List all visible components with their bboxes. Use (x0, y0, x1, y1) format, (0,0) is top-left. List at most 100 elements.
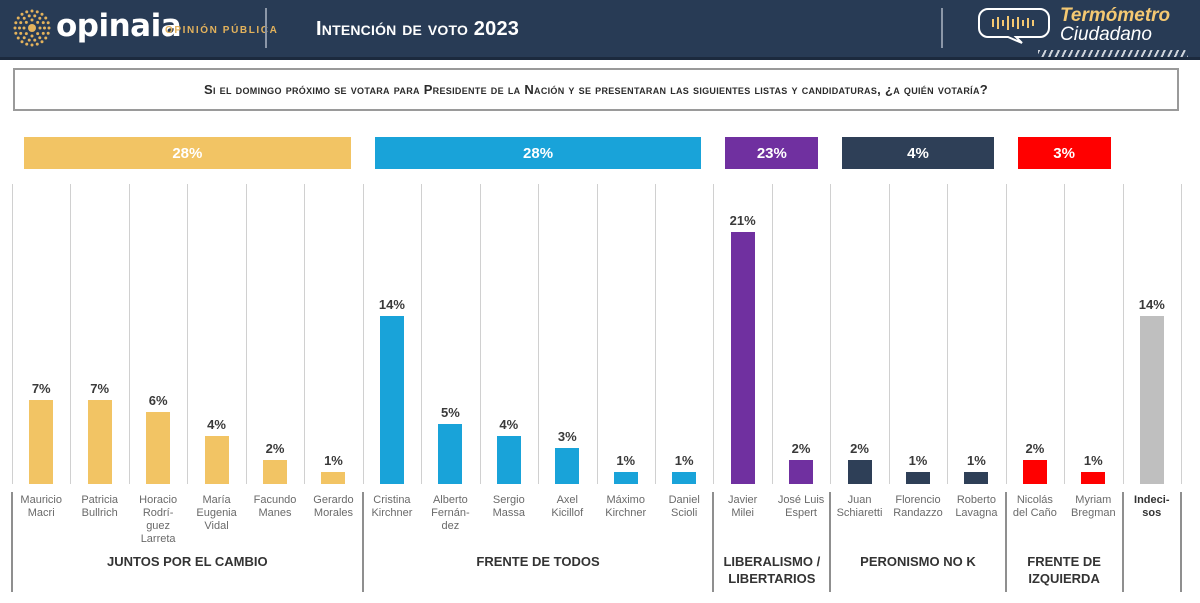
data-label: 14% (1138, 297, 1165, 312)
data-label: 2% (265, 441, 285, 456)
candidate-label-line: Lavagna (955, 507, 998, 519)
gridline (70, 184, 72, 484)
group-name-line: IZQUIERDA (1028, 571, 1100, 586)
candidate-label-line: Sergio (492, 494, 525, 506)
group-name-line: LIBERALISMO / (723, 554, 821, 569)
bar-maria-eugenia-vidal[interactable] (204, 436, 229, 484)
candidate-label: José Luis Espert (771, 494, 831, 520)
group-name-line: PERONISMO NO K (860, 554, 976, 569)
bar-facundo-manes[interactable] (263, 460, 288, 484)
data-label: 7% (31, 381, 51, 396)
bar-nicolas-del-cano[interactable] (1022, 460, 1047, 484)
candidate-label-line: Axel (556, 494, 578, 506)
data-label: 4% (207, 417, 226, 432)
candidate-label-line: Gerardo (313, 494, 354, 506)
question-box: Si el domingo próximo se votara para Pre… (13, 68, 1179, 111)
gridline (888, 184, 890, 484)
bar-florencio-randazzo[interactable] (905, 472, 930, 484)
candidate-label: Javier Milei (713, 494, 773, 520)
candidate-label: Gerardo Morales (303, 494, 363, 520)
candidate-label-line: Bullrich (81, 507, 118, 519)
bar-patricia-bullrich[interactable] (87, 400, 112, 484)
bar-sergio-massa[interactable] (496, 436, 521, 484)
bar-myriam-bregman[interactable] (1081, 472, 1106, 484)
group-divider (1121, 492, 1124, 592)
candidate-label-line: dez (441, 520, 460, 532)
group-total-banner: 28% (24, 137, 351, 169)
candidate-label-line: Javier (727, 494, 758, 506)
speech-bubble-audio-icon (978, 8, 1050, 44)
bar-juan-schiaretti[interactable] (847, 460, 872, 484)
bar-mauricio-macri[interactable] (29, 400, 54, 484)
brand-name: opinaia (56, 8, 182, 44)
group-divider (11, 492, 13, 592)
gridline (830, 184, 832, 484)
gridline (1064, 184, 1066, 484)
bar-daniel-scioli[interactable] (672, 472, 697, 484)
candidate-label-line: Kicillof (551, 507, 584, 519)
bar-jose-luis-espert[interactable] (789, 460, 814, 484)
bar-indecisos[interactable] (1139, 316, 1164, 484)
bar-javier-milei[interactable] (730, 232, 755, 484)
gridline (654, 184, 656, 484)
candidate-label-line: Fernán- (431, 507, 470, 519)
candidate-label: Daniel Scioli (654, 494, 714, 520)
bar-maximo-kirchner[interactable] (613, 472, 638, 484)
group-name-line: LIBERTARIOS (728, 571, 816, 586)
candidate-label: Myriam Bregman (1063, 494, 1123, 520)
candidate-label: Horacio Rodrí-guez Larreta (128, 494, 188, 546)
group-name-line: FRENTE DE TODOS (476, 554, 600, 569)
bar-alberto-fernandez[interactable] (438, 424, 463, 484)
candidate-label-line: Morales (313, 507, 354, 519)
data-label: 1% (324, 453, 343, 468)
candidate-label-line: Bregman (1070, 507, 1116, 519)
badge-title: Termómetro (1060, 5, 1171, 26)
bar-cristina-kirchner[interactable] (379, 316, 404, 484)
bar-axel-kicillof[interactable] (555, 448, 580, 484)
data-label: 7% (90, 381, 110, 396)
candidate-label-line: guez (146, 520, 171, 532)
candidate-label-line: Máximo (606, 494, 645, 506)
gridline (1122, 184, 1124, 484)
candidate-label: Patricia Bullrich (70, 494, 130, 520)
candidate-label-line: Vidal (204, 520, 229, 532)
candidate-label-line: Florencio (895, 494, 941, 506)
header-divider (941, 8, 943, 48)
bar-horacio-rodriguez-larreta[interactable] (146, 412, 171, 484)
candidate-label-line: Mauricio (20, 494, 62, 506)
candidate-label: Indeci-sos (1122, 494, 1182, 520)
candidate-label-line: José Luis (777, 494, 825, 506)
candidate-label: Juan Schiaretti (830, 494, 890, 520)
group-name: FRENTE DE TODOS (363, 553, 714, 570)
candidate-label-line: Myriam (1075, 494, 1112, 506)
candidate-label: Axel Kicillof (537, 494, 597, 520)
candidate-label-line: Indeci- (1134, 494, 1170, 506)
candidate-label-line: Scioli (671, 507, 698, 519)
candidate-label: Alberto Fernán-dez (420, 494, 480, 533)
gridline (187, 184, 189, 484)
gridline (538, 184, 540, 484)
group-total-banner: 4% (842, 137, 994, 169)
gridline (771, 184, 773, 484)
candidate-label-line: Kirchner (605, 507, 647, 519)
sun-logo-icon (13, 9, 51, 47)
gridline (12, 184, 13, 484)
data-label: 5% (440, 405, 460, 420)
gridline (304, 184, 306, 484)
group-divider (361, 492, 364, 592)
candidate-label-line: Cristina (373, 494, 411, 506)
candidate-label-line: Eugenia (196, 507, 237, 519)
group-name-line: FRENTE DE (1027, 554, 1101, 569)
header-bar: opinaia OPINIÓN PÚBLICA Intención de vot… (0, 0, 1200, 57)
bar-gerardo-morales[interactable] (321, 472, 346, 484)
group-divider (1180, 492, 1182, 592)
header-divider (265, 8, 267, 48)
gridline (362, 184, 364, 484)
candidate-label-line: Horacio (139, 494, 178, 506)
gridline (1005, 184, 1007, 484)
data-label: 6% (148, 393, 168, 408)
bar-roberto-lavagna[interactable] (964, 472, 989, 484)
candidate-label-line: Alberto (432, 494, 468, 506)
data-label: 1% (1083, 453, 1103, 468)
candidate-label: Florencio Randazzo (888, 494, 948, 520)
